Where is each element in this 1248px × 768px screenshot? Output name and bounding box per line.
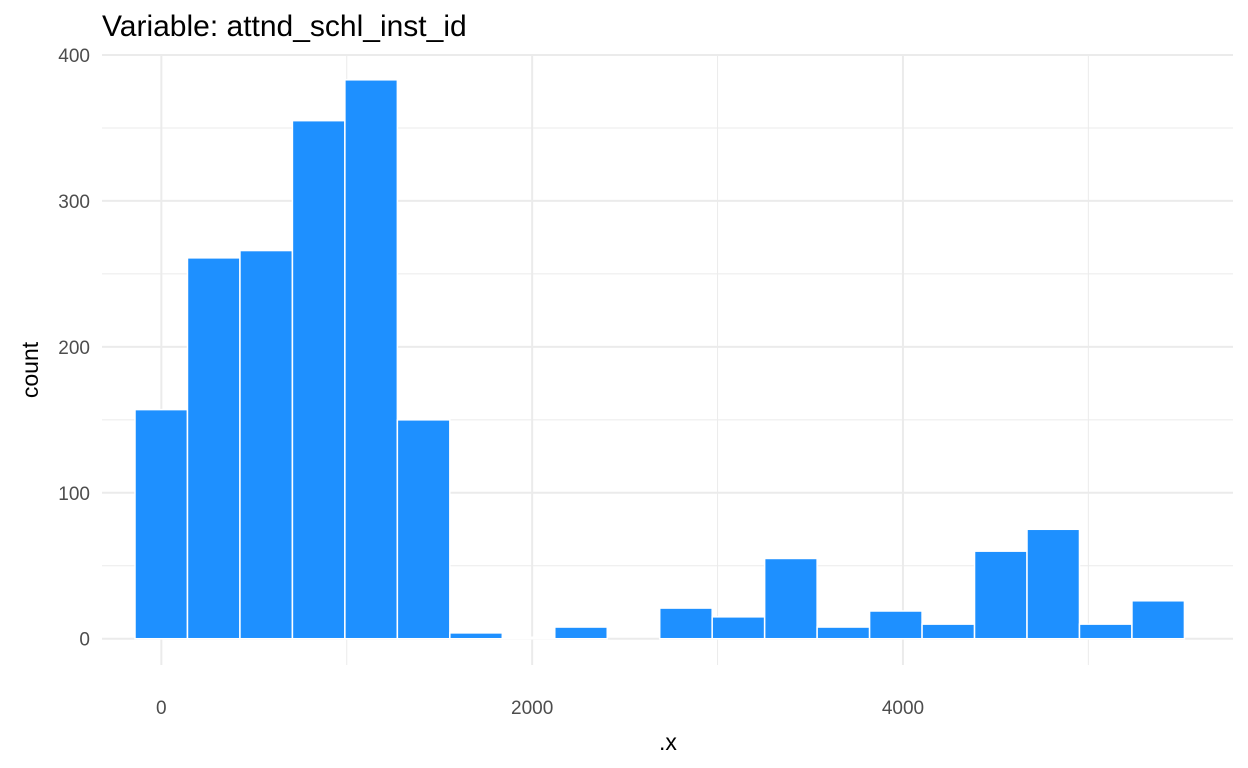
histogram-bars	[134, 79, 1186, 640]
chart-title: Variable: attnd_schl_inst_id	[102, 10, 467, 43]
histogram-bar	[1131, 600, 1186, 640]
y-tick-label: 300	[58, 192, 90, 213]
y-tick-label: 400	[58, 46, 90, 67]
histogram-bar	[763, 557, 818, 640]
y-axis-title: count	[17, 341, 43, 398]
histogram-bar	[449, 632, 504, 640]
y-tick-label: 100	[58, 484, 90, 505]
y-tick-label: 200	[58, 338, 90, 359]
histogram-bar	[554, 626, 608, 640]
histogram-bar	[921, 623, 976, 640]
histogram-bar	[711, 616, 766, 640]
histogram-bar	[186, 257, 241, 640]
y-axis-tick-labels: 0 100 200 300 400	[58, 46, 90, 651]
histogram-bar	[239, 249, 294, 640]
histogram-bar	[134, 408, 189, 640]
x-tick-label: 0	[156, 698, 167, 719]
histogram-bar	[658, 607, 713, 640]
histogram-bar	[816, 626, 871, 640]
histogram-bar	[396, 419, 451, 640]
histogram-bar	[291, 119, 346, 640]
x-tick-label: 4000	[882, 698, 924, 719]
histogram-bar	[1026, 528, 1081, 640]
x-tick-label: 2000	[511, 698, 553, 719]
x-axis-tick-labels: 0 2000 4000	[156, 698, 924, 719]
y-tick-label: 0	[79, 630, 90, 651]
x-axis-title: .x	[659, 729, 677, 755]
histogram-bar	[344, 79, 399, 640]
histogram-bar	[1078, 623, 1133, 640]
histogram-bar	[868, 610, 923, 640]
histogram-bar	[973, 550, 1028, 640]
histogram-bar	[501, 636, 556, 640]
